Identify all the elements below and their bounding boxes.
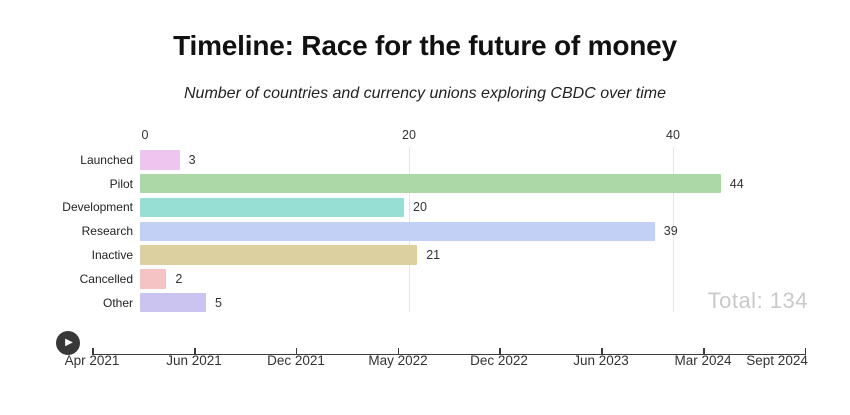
timeline-label: May 2022 — [368, 353, 428, 368]
bar — [140, 245, 418, 265]
bar — [140, 150, 180, 170]
category-label: Other — [102, 295, 133, 310]
timeline-label: Apr 2021 — [64, 353, 120, 368]
value-label: 44 — [729, 176, 744, 191]
x-axis-tick-0: 0 — [141, 128, 149, 142]
timeline-label: Sept 2024 — [746, 353, 808, 368]
x-axis-tick-40: 40 — [666, 128, 680, 142]
bar-row-research: Research 39 — [0, 219, 850, 243]
total-label: Total: 134 — [707, 288, 808, 313]
bar-row-cancelled: Cancelled 2 — [0, 267, 850, 291]
timeline-tick — [499, 348, 501, 354]
timeline-tick — [92, 348, 94, 354]
timeline-scrubber[interactable] — [92, 347, 806, 355]
play-button[interactable]: ▶ — [56, 331, 80, 355]
timeline-line — [92, 354, 806, 355]
timeline-tick — [703, 348, 705, 354]
bar — [140, 173, 721, 194]
timeline-tick — [194, 348, 196, 354]
bar — [140, 197, 404, 218]
bar — [140, 221, 655, 242]
value-label: 2 — [175, 271, 183, 286]
timeline-label: Dec 2022 — [470, 353, 528, 368]
bar-row-other: Other 5 — [0, 291, 850, 315]
timeline-label: Jun 2023 — [573, 353, 629, 368]
gridline-40 — [673, 147, 674, 312]
chart-title: Timeline: Race for the future of money — [173, 30, 677, 61]
category-label: Inactive — [91, 248, 133, 263]
category-label: Launched — [80, 152, 133, 167]
bar — [140, 292, 206, 313]
value-label: 39 — [663, 224, 678, 239]
bar — [140, 269, 167, 289]
value-label: 5 — [215, 295, 222, 310]
timeline-tick — [804, 348, 806, 354]
bar-row-pilot: Pilot 44 — [0, 172, 850, 196]
chart-subtitle: Number of countries and currency unions … — [184, 85, 666, 102]
bar-row-inactive: Inactive 21 — [0, 243, 850, 267]
bar-chart: Launched 3 Pilot 44 Development 20 Resea… — [0, 148, 850, 315]
bar-row-launched: Launched 3 — [0, 148, 850, 172]
x-axis-tick-20: 20 — [402, 128, 416, 142]
play-icon: ▶ — [65, 337, 73, 348]
timeline-label: Mar 2024 — [674, 353, 732, 368]
value-label: 21 — [426, 248, 441, 263]
value-label: 3 — [188, 152, 196, 167]
timeline-label: Jun 2021 — [166, 353, 222, 368]
timeline-label: Dec 2021 — [267, 353, 325, 368]
timeline-tick — [295, 348, 298, 354]
timeline-tick — [601, 348, 603, 354]
category-label: Research — [81, 224, 133, 239]
value-label: 20 — [413, 200, 427, 215]
bar-row-development: Development 20 — [0, 196, 850, 220]
category-label: Development — [62, 200, 133, 215]
timeline-tick — [397, 348, 400, 354]
category-label: Cancelled — [79, 271, 133, 286]
category-label: Pilot — [109, 176, 133, 191]
